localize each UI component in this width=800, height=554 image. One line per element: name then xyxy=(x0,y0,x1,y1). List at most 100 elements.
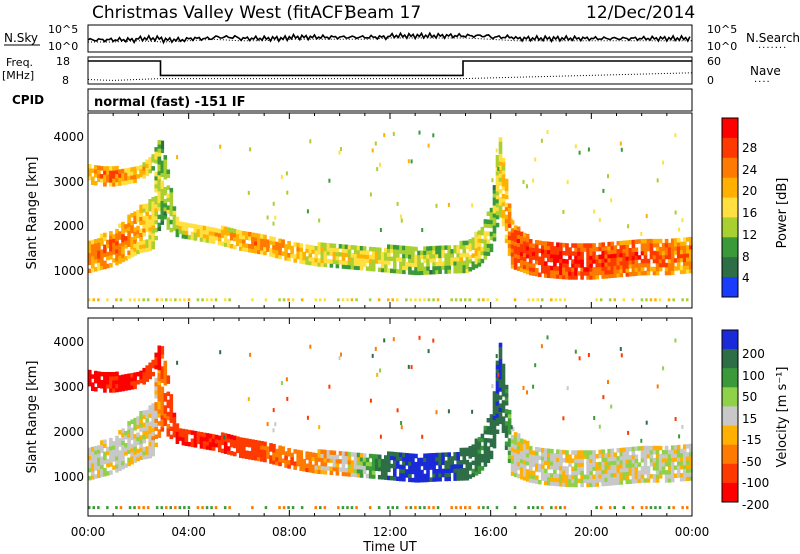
heatmap-cell xyxy=(214,232,219,237)
heatmap-cell xyxy=(513,298,517,302)
heatmap-cell xyxy=(151,158,155,163)
heatmap-cell xyxy=(410,365,413,370)
heatmap-cell xyxy=(115,460,119,465)
heatmap-cell xyxy=(658,262,663,268)
heatmap-cell xyxy=(547,448,551,454)
heatmap-cell xyxy=(347,260,352,266)
heatmap-cell xyxy=(344,471,349,477)
heatmap-cell xyxy=(169,195,174,201)
heatmap-cell xyxy=(163,198,168,204)
heatmap-cell xyxy=(519,474,524,480)
heatmap-cell xyxy=(115,456,119,461)
heatmap-cell xyxy=(314,469,319,474)
heatmap-cell xyxy=(142,208,146,213)
heatmap-cell xyxy=(184,226,189,232)
heatmap-cell xyxy=(328,384,331,389)
heatmap-cell xyxy=(679,245,684,251)
heatmap-cell xyxy=(205,238,210,243)
heatmap-cell xyxy=(417,270,421,276)
heatmap-cell xyxy=(196,431,201,436)
heatmap-cell xyxy=(106,376,110,381)
heatmap-cell xyxy=(190,442,195,448)
heatmap-cell xyxy=(169,398,174,403)
heatmap-cell xyxy=(269,459,273,464)
heatmap-cell xyxy=(501,408,506,413)
heatmap-cell xyxy=(254,249,258,254)
heatmap-cell xyxy=(405,246,409,251)
heatmap-cell xyxy=(477,246,482,251)
heatmap-cell xyxy=(154,227,158,233)
heatmap-cell xyxy=(115,506,118,510)
heatmap-cell xyxy=(199,233,204,238)
heatmap-cell xyxy=(166,193,171,198)
heatmap-cell xyxy=(483,251,488,256)
heatmap-cell xyxy=(223,226,228,231)
heatmap-cell xyxy=(408,258,412,263)
heatmap-cell xyxy=(501,197,506,203)
heatmap-cell xyxy=(565,267,569,272)
heatmap-cell xyxy=(634,271,639,276)
heatmap-cell xyxy=(281,243,285,248)
heatmap-cell xyxy=(281,251,285,256)
heatmap-cell xyxy=(133,251,137,256)
heatmap-cell xyxy=(223,437,228,442)
heatmap-cell xyxy=(387,463,391,468)
heatmap-cell xyxy=(504,388,509,394)
heatmap-cell xyxy=(664,470,669,475)
heatmap-cell xyxy=(368,461,373,467)
heatmap-cell xyxy=(601,274,605,279)
heatmap-cell xyxy=(91,263,95,269)
heatmap-cell xyxy=(326,243,331,248)
heatmap-cell xyxy=(531,458,536,464)
heatmap-cell xyxy=(323,506,327,510)
heatmap-cell xyxy=(655,466,660,471)
heatmap-cell xyxy=(522,459,527,465)
heatmap-cell xyxy=(423,270,427,275)
heatmap-cell xyxy=(447,261,451,266)
heatmap-cell xyxy=(326,458,331,463)
heatmap-cell xyxy=(628,463,633,468)
heatmap-cell xyxy=(468,298,471,302)
heatmap-cell xyxy=(547,269,551,274)
heatmap-cell xyxy=(344,459,349,465)
heatmap-cell xyxy=(109,247,113,252)
heatmap-cell xyxy=(287,452,291,457)
heatmap-cell xyxy=(608,506,612,510)
heatmap-cell xyxy=(148,445,152,451)
heatmap-cell xyxy=(115,371,119,377)
heatmap-cell xyxy=(483,458,488,463)
heatmap-cell xyxy=(124,236,128,241)
power-cbar-tick-24: 24 xyxy=(742,163,757,177)
heatmap-cell xyxy=(344,252,349,258)
heatmap-cell xyxy=(522,248,527,254)
heatmap-cell xyxy=(447,452,451,457)
heatmap-cell xyxy=(622,268,627,273)
heatmap-cell xyxy=(417,478,421,483)
vel-cbar-swatch xyxy=(722,482,738,503)
heatmap-cell xyxy=(631,255,636,261)
heatmap-cell xyxy=(163,171,168,176)
heatmap-cell xyxy=(305,455,309,460)
heatmap-cell xyxy=(402,261,406,267)
heatmap-cell xyxy=(417,262,421,268)
heatmap-cell xyxy=(91,467,95,472)
heatmap-cell xyxy=(598,469,602,475)
heatmap-cell xyxy=(217,228,222,234)
heatmap-cell xyxy=(634,247,639,252)
heatmap-cell xyxy=(133,211,137,216)
heatmap-cell xyxy=(670,457,675,463)
heatmap-cell xyxy=(157,401,162,406)
heatmap-cell xyxy=(211,239,216,244)
heatmap-cell xyxy=(495,202,500,208)
heatmap-cell xyxy=(501,384,506,389)
heatmap-cell xyxy=(474,255,479,261)
heatmap-cell xyxy=(118,387,122,392)
heatmap-cell xyxy=(640,449,645,455)
heatmap-cell xyxy=(640,470,645,475)
heatmap-cell xyxy=(181,230,186,235)
heatmap-cell xyxy=(565,271,569,276)
heatmap-cell xyxy=(474,235,479,241)
heatmap-cell xyxy=(492,229,497,234)
heatmap-cell xyxy=(465,467,470,473)
heatmap-cell xyxy=(574,144,577,149)
